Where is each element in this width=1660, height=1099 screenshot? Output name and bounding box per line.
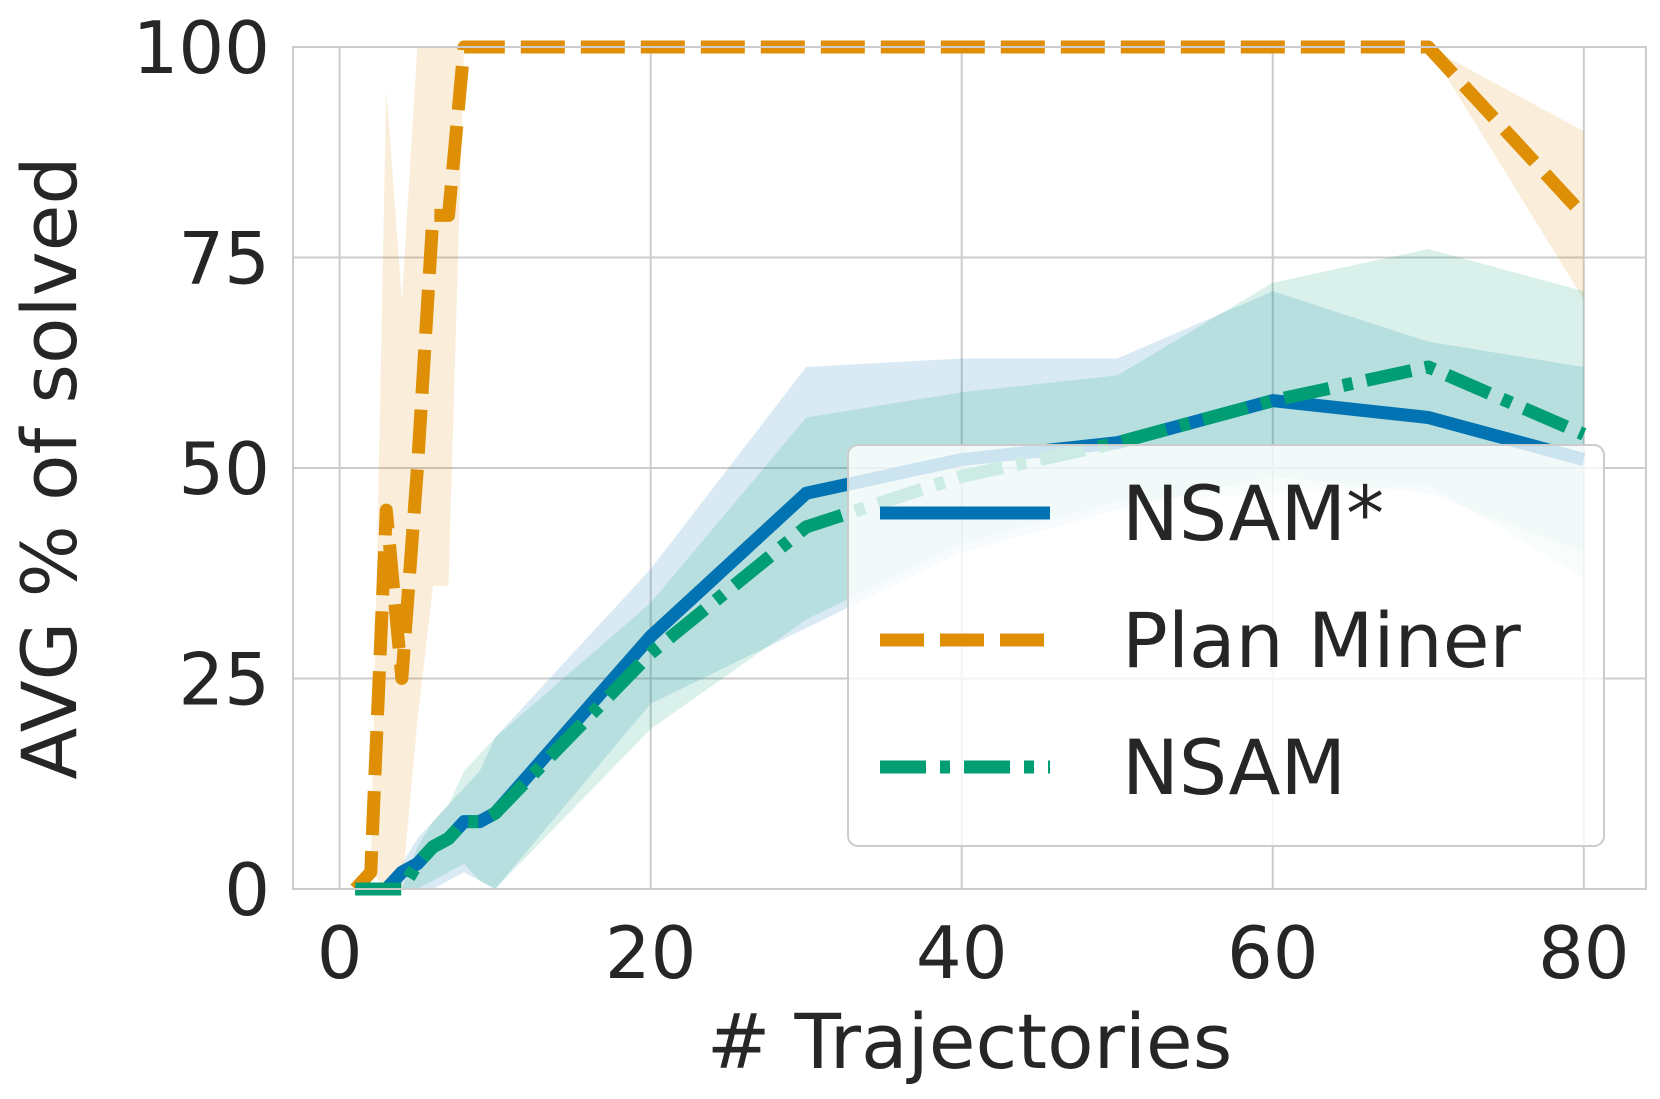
x-axis-label: # Trajectories: [707, 997, 1233, 1086]
y-tick-label: 50: [178, 427, 270, 511]
x-tick-label: 40: [916, 911, 1008, 995]
x-tick-label: 20: [605, 911, 697, 995]
confidence-band: [355, 291, 1584, 889]
confidence-bands: [355, 47, 1584, 889]
x-tick-label: 0: [317, 911, 363, 995]
x-tick-label: 60: [1227, 911, 1319, 995]
y-tick-label: 75: [178, 217, 270, 301]
y-tick-labels: 0 25 50 75 100: [133, 6, 270, 932]
confidence-band: [355, 249, 1584, 889]
legend-label: NSAM: [1122, 723, 1346, 812]
legend-box: [847, 444, 1605, 847]
y-tick-label: 25: [178, 638, 270, 722]
series-line: [355, 394, 1586, 896]
y-tick-label: 0: [224, 848, 270, 932]
legend-label: NSAM*: [1122, 469, 1384, 558]
x-tick-labels: 0 20 40 60 80: [317, 911, 1630, 995]
legend: NSAM* Plan Miner NSAM: [847, 444, 1605, 847]
legend-label: Plan Miner: [1122, 596, 1521, 685]
x-tick-label: 80: [1538, 911, 1630, 995]
plot-frame: [292, 46, 1647, 890]
y-axis-label: AVG % of solved: [5, 156, 94, 779]
y-tick-label: 100: [133, 6, 270, 90]
